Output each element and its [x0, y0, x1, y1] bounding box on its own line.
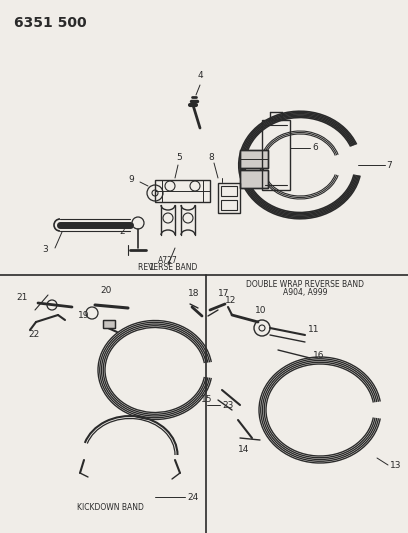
Text: 15: 15 — [200, 395, 212, 405]
Bar — [240, 150, 268, 168]
Text: A727: A727 — [158, 256, 178, 265]
Text: 18: 18 — [188, 289, 200, 298]
Text: 1: 1 — [149, 263, 155, 272]
Text: 2: 2 — [120, 228, 125, 237]
Text: 22: 22 — [28, 330, 39, 339]
Bar — [155, 180, 210, 202]
Text: 7: 7 — [386, 160, 392, 169]
Text: 21: 21 — [17, 294, 28, 303]
Text: 20: 20 — [100, 286, 111, 295]
Text: 19: 19 — [78, 311, 89, 319]
Text: A904, A999: A904, A999 — [283, 288, 327, 297]
Text: 10: 10 — [255, 306, 266, 315]
Text: KICKDOWN BAND: KICKDOWN BAND — [77, 503, 144, 512]
Bar — [221, 200, 237, 210]
Text: 17: 17 — [218, 289, 229, 298]
Text: 13: 13 — [390, 461, 401, 470]
Bar — [240, 170, 268, 188]
Text: 16: 16 — [313, 351, 324, 359]
Text: 4: 4 — [198, 71, 204, 80]
Text: 6351 500: 6351 500 — [14, 16, 86, 30]
Text: 3: 3 — [42, 246, 48, 254]
Text: 14: 14 — [238, 445, 249, 454]
Bar — [218, 183, 240, 213]
Bar — [262, 120, 290, 190]
Text: 6: 6 — [312, 143, 318, 152]
Text: REVERSE BAND: REVERSE BAND — [138, 263, 198, 272]
Bar — [103, 320, 115, 328]
Text: 8: 8 — [208, 153, 214, 162]
Text: 11: 11 — [308, 326, 319, 335]
Bar — [221, 186, 237, 196]
Text: 12: 12 — [225, 296, 236, 305]
Text: 5: 5 — [176, 153, 182, 162]
Text: 23: 23 — [222, 400, 233, 409]
Text: 24: 24 — [187, 492, 198, 502]
Bar — [240, 170, 268, 188]
Bar — [103, 320, 115, 328]
Text: 9: 9 — [128, 175, 134, 184]
Text: DOUBLE WRAP REVERSE BAND: DOUBLE WRAP REVERSE BAND — [246, 280, 364, 289]
Bar — [240, 150, 268, 168]
